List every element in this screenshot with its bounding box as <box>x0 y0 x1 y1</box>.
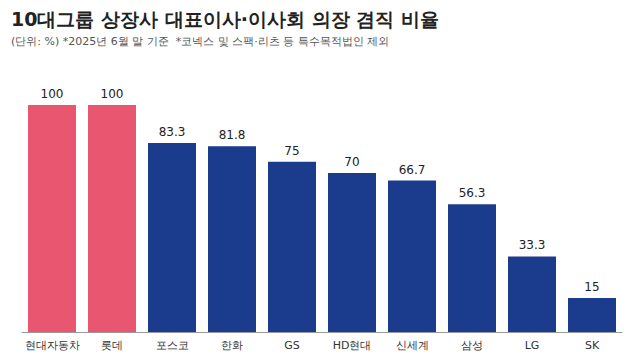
svg-text:GS: GS <box>284 339 300 352</box>
svg-text:100: 100 <box>41 87 64 101</box>
svg-text:신세계: 신세계 <box>396 339 429 352</box>
svg-text:(단위: %) *2025년 6월 말 기준 *코넥스 및: (단위: %) *2025년 6월 말 기준 *코넥스 및 스팩·리츠 등 특수… <box>11 35 389 48</box>
svg-text:33.3: 33.3 <box>519 238 546 252</box>
svg-text:HD현대: HD현대 <box>333 339 372 352</box>
svg-text:83.3: 83.3 <box>159 125 186 139</box>
svg-text:100: 100 <box>101 87 124 101</box>
svg-text:81.8: 81.8 <box>219 128 246 142</box>
svg-text:SK: SK <box>585 339 600 352</box>
svg-text:15: 15 <box>584 280 599 294</box>
svg-text:70: 70 <box>344 155 359 169</box>
svg-text:LG: LG <box>525 339 540 352</box>
svg-text:56.3: 56.3 <box>459 186 486 200</box>
svg-text:75: 75 <box>284 144 299 158</box>
svg-text:롯데: 롯데 <box>101 339 123 352</box>
svg-text:현대자동차: 현대자동차 <box>25 339 80 352</box>
svg-text:10대그룹 상장사 대표이사·이사회 의장 겸직 비율: 10대그룹 상장사 대표이사·이사회 의장 겸직 비율 <box>11 8 439 30</box>
svg-text:삼성: 삼성 <box>461 339 483 352</box>
svg-text:한화: 한화 <box>221 339 243 352</box>
svg-text:66.7: 66.7 <box>399 163 426 177</box>
svg-text:포스코: 포스코 <box>156 339 189 352</box>
